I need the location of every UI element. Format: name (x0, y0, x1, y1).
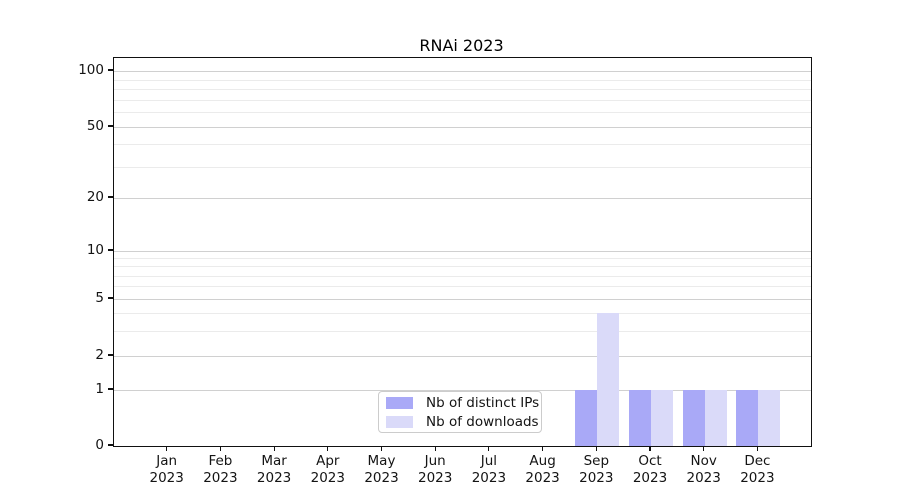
x-tick-label-jan-2023: Jan 2023 (149, 453, 184, 486)
x-tick-label-apr-2023: Apr 2023 (310, 453, 345, 486)
y-tick-label-2: 2 (95, 347, 104, 363)
legend-item-1: Nb of downloads (386, 414, 539, 430)
y-gridline-major-5 (114, 299, 811, 300)
y-tick-mark-0 (108, 444, 113, 446)
x-tick-mark-dec-2023 (756, 446, 758, 451)
bar-nb-of-downloads-dec-2023 (758, 390, 781, 446)
legend: Nb of distinct IPs Nb of downloads (378, 391, 542, 433)
y-tick-label-1: 1 (95, 381, 104, 397)
bar-nb-of-distinct-ips-dec-2023 (736, 390, 759, 446)
x-tick-mark-aug-2023 (542, 446, 544, 451)
y-tick-mark-2 (108, 354, 113, 356)
x-tick-label-dec-2023: Dec 2023 (740, 453, 775, 486)
legend-swatch-0 (386, 396, 413, 409)
y-tick-label-20: 20 (86, 189, 104, 205)
y-gridline-minor-7 (114, 275, 811, 277)
y-tick-mark-20 (108, 196, 113, 198)
x-tick-mark-jun-2023 (434, 446, 436, 451)
y-tick-label-10: 10 (86, 242, 104, 258)
x-tick-label-jun-2023: Jun 2023 (418, 453, 453, 486)
bar-nb-of-downloads-oct-2023 (651, 390, 673, 446)
bar-nb-of-downloads-sep-2023 (597, 312, 620, 446)
y-gridline-minor-70 (114, 99, 811, 101)
y-tick-mark-50 (108, 125, 113, 127)
y-gridline-minor-40 (114, 144, 811, 146)
legend-label-0: Nb of distinct IPs (426, 394, 540, 411)
plot-area (113, 57, 812, 447)
y-gridline-major-2 (114, 356, 811, 357)
y-gridline-major-100 (114, 71, 811, 72)
y-tick-label-5: 5 (95, 290, 104, 306)
x-tick-mark-mar-2023 (273, 446, 275, 451)
chart-title: RNAi 2023 (419, 36, 504, 55)
y-gridline-minor-80 (114, 89, 811, 91)
legend-swatch-1 (386, 415, 413, 428)
y-gridline-minor-6 (114, 286, 811, 288)
y-gridline-minor-30 (114, 166, 811, 168)
y-gridline-major-20 (114, 198, 811, 199)
y-tick-mark-10 (108, 249, 113, 251)
y-gridline-minor-4 (114, 312, 811, 314)
y-gridline-minor-8 (114, 266, 811, 268)
legend-item-0: Nb of distinct IPs (386, 395, 539, 411)
x-tick-mark-jul-2023 (488, 446, 490, 451)
x-tick-label-nov-2023: Nov 2023 (686, 453, 721, 486)
y-gridline-minor-90 (114, 79, 811, 81)
x-tick-label-sep-2023: Sep 2023 (579, 453, 614, 486)
bar-nb-of-distinct-ips-oct-2023 (629, 390, 651, 446)
y-gridline-major-50 (114, 127, 811, 128)
y-gridline-major-1 (114, 390, 811, 391)
y-gridline-minor-60 (114, 112, 811, 114)
bar-nb-of-distinct-ips-sep-2023 (575, 390, 598, 446)
y-gridline-minor-9 (114, 258, 811, 260)
x-tick-mark-apr-2023 (327, 446, 329, 451)
y-tick-label-50: 50 (86, 118, 104, 134)
x-tick-mark-may-2023 (380, 446, 383, 451)
x-tick-label-mar-2023: Mar 2023 (256, 453, 292, 486)
x-tick-label-feb-2023: Feb 2023 (203, 453, 238, 486)
bar-nb-of-downloads-nov-2023 (704, 390, 727, 446)
x-tick-mark-sep-2023 (595, 446, 597, 451)
x-tick-mark-feb-2023 (219, 446, 221, 451)
y-gridline-minor-3 (114, 330, 811, 332)
y-tick-label-100: 100 (78, 62, 104, 78)
y-tick-mark-100 (108, 69, 113, 71)
x-tick-mark-nov-2023 (703, 446, 705, 451)
y-tick-mark-5 (108, 297, 113, 299)
y-tick-label-0: 0 (95, 437, 104, 453)
x-tick-label-aug-2023: Aug 2023 (525, 453, 560, 486)
x-tick-label-jul-2023: Jul 2023 (471, 453, 507, 486)
x-tick-mark-jan-2023 (166, 446, 168, 451)
y-tick-mark-1 (108, 388, 113, 390)
y-gridline-major-10 (114, 251, 811, 252)
x-tick-mark-oct-2023 (649, 446, 651, 451)
x-tick-label-may-2023: May 2023 (364, 453, 399, 486)
x-tick-label-oct-2023: Oct 2023 (632, 453, 668, 486)
bar-nb-of-distinct-ips-nov-2023 (682, 390, 705, 446)
legend-label-1: Nb of downloads (426, 413, 539, 430)
